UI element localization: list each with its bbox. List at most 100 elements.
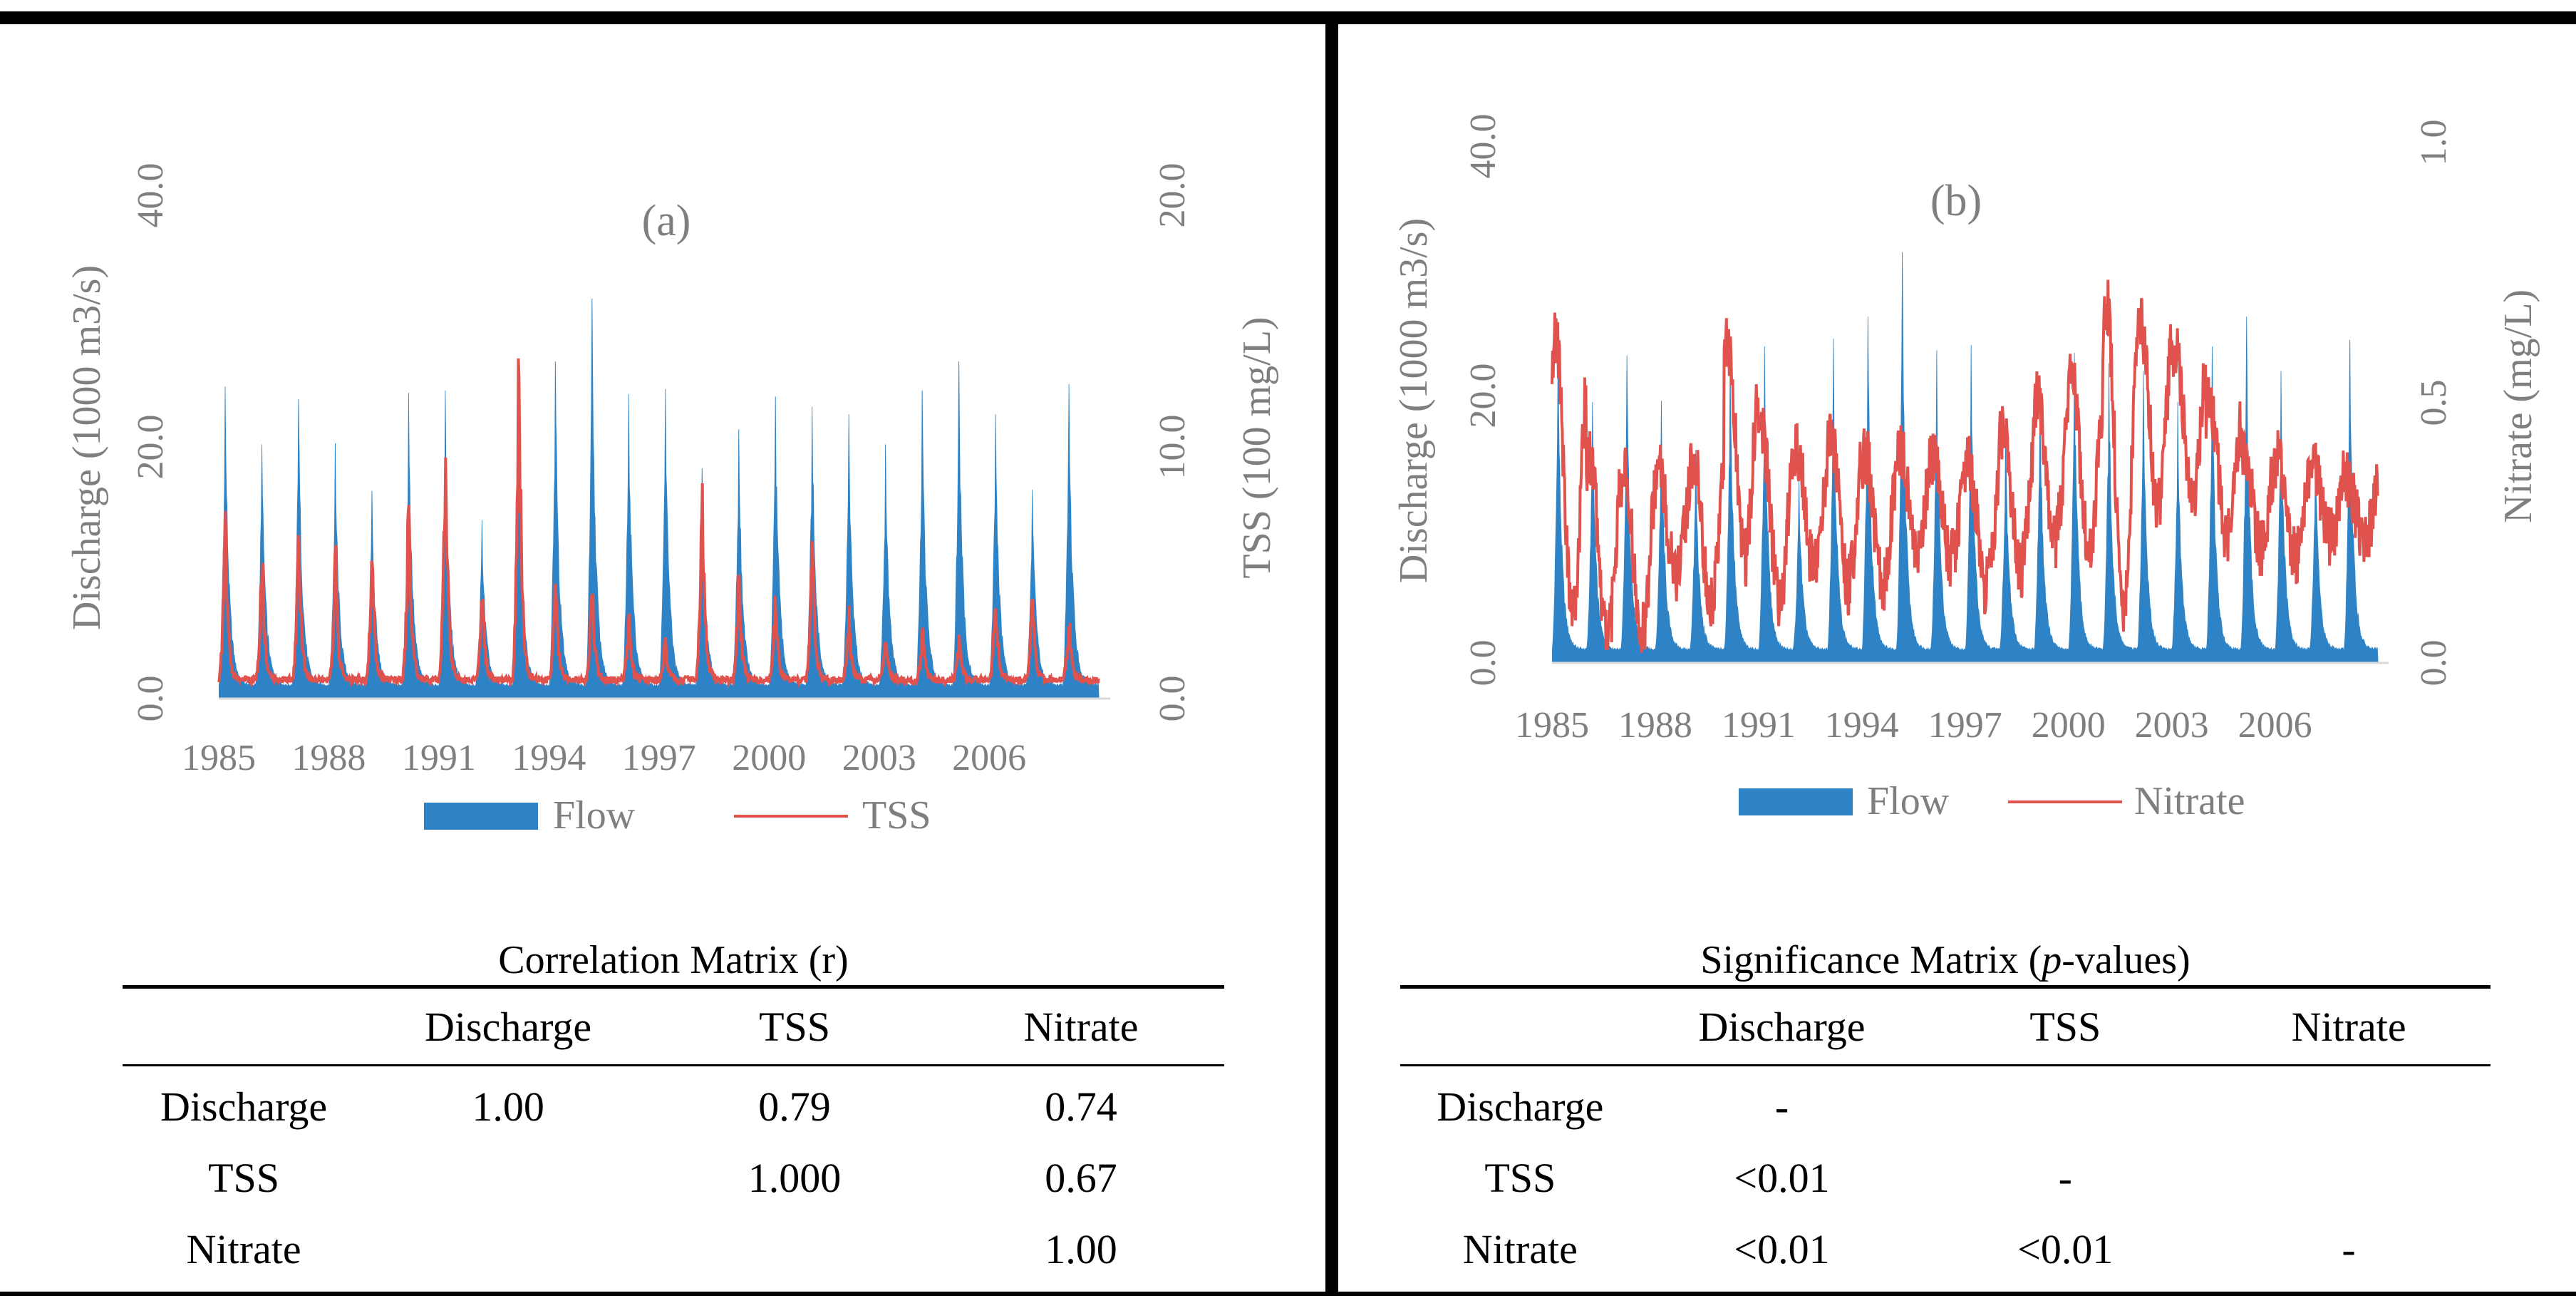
chart-a-flow-area [219, 298, 1100, 699]
significance-header-discharge: Discharge [1698, 1003, 1866, 1050]
significance-caption-prefix: Significance Matrix ( [1700, 938, 2042, 982]
table-cell: 1.00 [472, 1083, 544, 1130]
table-cell [2207, 1142, 2490, 1213]
table-cell [2207, 1066, 2490, 1143]
chart-a-xtick-1985: 1985 [182, 738, 256, 778]
correlation-header-tss: TSS [759, 1003, 831, 1050]
table-cell: <0.01 [1734, 1225, 1830, 1272]
chart-a-ytick-right-0: 0.0 [1152, 676, 1193, 722]
chart-b-ytick-right-0: 0.0 [2414, 640, 2454, 686]
chart-b-ylabel-left: Discharge (1000 m3/s) [1392, 218, 1436, 583]
table-cell: - [1774, 1083, 1789, 1130]
chart-b-xtick-1988: 1988 [1618, 705, 1692, 746]
chart-a-xtick-1988: 1988 [291, 738, 366, 778]
bottom-border [0, 1292, 2576, 1296]
chart-a-ylabel-left: Discharge (1000 m3/s) [65, 265, 109, 630]
panel-divider [1325, 14, 1338, 1296]
chart-b-xtick-1991: 1991 [1722, 705, 1796, 746]
row-label: Nitrate [1462, 1225, 1578, 1272]
significance-header-blank [1400, 987, 1640, 1066]
chart-b-xtick-1994: 1994 [1825, 705, 1899, 746]
table-cell: 0.79 [758, 1083, 831, 1130]
table-cell: 0.74 [1045, 1083, 1117, 1130]
table-row: Discharge - [1400, 1066, 2490, 1143]
row-label: Discharge [1437, 1083, 1604, 1130]
chart-b-ytick-right-2: 1.0 [2414, 120, 2454, 166]
row-label: Nitrate [186, 1225, 301, 1272]
row-label: TSS [208, 1154, 280, 1201]
chart-b-ytick-left-2: 40.0 [1463, 114, 1504, 179]
chart-b-legend-flow-swatch [1739, 788, 1853, 815]
chart-a-xticks: 1985 1988 1991 1994 1997 2000 2003 2006 [182, 738, 1026, 778]
top-border [0, 11, 2576, 24]
chart-a-tss-line [217, 358, 1100, 689]
chart-b-xticks: 1985 1988 1991 1994 1997 2000 2003 2006 [1515, 705, 2312, 746]
chart-b-xtick-1997: 1997 [1928, 705, 2002, 746]
chart-a-ytick-right-1: 10.0 [1152, 415, 1193, 480]
chart-b-xtick-1985: 1985 [1515, 705, 1589, 746]
chart-b-xtick-2006: 2006 [2238, 705, 2312, 746]
table-row: TSS <0.01 - [1400, 1142, 2490, 1213]
chart-b-xtick-2003: 2003 [2135, 705, 2209, 746]
chart-b: (b) 0.0 20.0 40.0 0.0 0.5 1.0 Discharge … [1392, 114, 2540, 824]
correlation-header-nitrate: Nitrate [1023, 1003, 1139, 1050]
chart-a-ytick-left-1: 20.0 [130, 415, 171, 480]
table-cell: - [2342, 1225, 2356, 1272]
chart-b-ytick-left-1: 20.0 [1463, 364, 1504, 428]
chart-b-legend-nitrate-label: Nitrate [2134, 779, 2245, 823]
chart-b-nitrate-line [1551, 279, 2379, 653]
correlation-table: Discharge TSS Nitrate Discharge 1.00 0.7… [123, 985, 1224, 1284]
chart-b-ylabel-right: Nitrate (mg/L) [2496, 289, 2540, 523]
table-row: Nitrate <0.01 <0.01 - [1400, 1213, 2490, 1284]
table-cell: - [2058, 1154, 2072, 1201]
correlation-header-row: Discharge TSS Nitrate [123, 987, 1224, 1066]
significance-header-nitrate: Nitrate [2291, 1003, 2406, 1050]
chart-a-legend: Flow TSS [424, 793, 931, 838]
chart-a-xtick-2000: 2000 [732, 738, 806, 778]
chart-b-xtick-2000: 2000 [2032, 705, 2106, 746]
correlation-header-discharge: Discharge [425, 1003, 592, 1050]
chart-b-ytick-right-1: 0.5 [2414, 380, 2454, 426]
table-row: Discharge 1.00 0.79 0.74 [123, 1066, 1224, 1143]
correlation-header-blank [123, 987, 365, 1066]
significance-matrix-caption: Significance Matrix (p-values) [1400, 935, 2490, 985]
row-label: TSS [1484, 1154, 1556, 1201]
chart-a-xtick-2003: 2003 [842, 738, 916, 778]
table-cell [1923, 1066, 2207, 1143]
significance-table: Discharge TSS Nitrate Discharge - TSS <0… [1400, 985, 2490, 1284]
significance-caption-italic: p [2042, 938, 2062, 982]
table-row: Nitrate 1.00 [123, 1213, 1224, 1284]
correlation-matrix-caption: Correlation Matrix (r) [498, 938, 849, 982]
chart-b-legend: Flow Nitrate [1739, 779, 2245, 823]
chart-a-ytick-left-0: 0.0 [130, 676, 171, 722]
chart-a-legend-flow-label: Flow [553, 793, 636, 838]
table-cell [651, 1213, 938, 1284]
significance-matrix: Significance Matrix (p-values) Discharge… [1400, 935, 2490, 1284]
row-label: Discharge [160, 1083, 328, 1130]
chart-a-legend-flow-swatch [424, 803, 538, 830]
table-cell [365, 1142, 651, 1213]
table-cell [365, 1213, 651, 1284]
chart-a-ytick-right-2: 20.0 [1152, 163, 1193, 228]
table-cell: 0.67 [1045, 1154, 1117, 1201]
chart-a-ylabel-right: TSS (100 mg/L) [1235, 316, 1279, 578]
table-row: TSS 1.000 0.67 [123, 1142, 1224, 1213]
chart-a-legend-tss-label: TSS [862, 793, 931, 838]
chart-a-title: (a) [642, 197, 691, 245]
table-cell: 1.00 [1045, 1225, 1117, 1272]
table-cell: <0.01 [1734, 1154, 1830, 1201]
table-cell: 1.000 [748, 1154, 842, 1201]
significance-header-tss: TSS [2029, 1003, 2101, 1050]
chart-a-xtick-1997: 1997 [622, 738, 696, 778]
table-cell: <0.01 [2017, 1225, 2114, 1272]
chart-b-ytick-left-0: 0.0 [1463, 640, 1504, 686]
chart-b-legend-flow-label: Flow [1867, 779, 1950, 823]
chart-a: (a) 0.0 20.0 40.0 0.0 10.0 20.0 Discharg… [65, 163, 1279, 838]
chart-a-xtick-1991: 1991 [402, 738, 476, 778]
significance-caption-suffix: -values) [2062, 938, 2190, 982]
correlation-matrix: Correlation Matrix (r) Discharge TSS Nit… [123, 935, 1224, 1284]
chart-a-xtick-1994: 1994 [512, 738, 586, 778]
chart-a-xtick-2006: 2006 [952, 738, 1026, 778]
chart-b-flow-area [1552, 252, 2379, 664]
